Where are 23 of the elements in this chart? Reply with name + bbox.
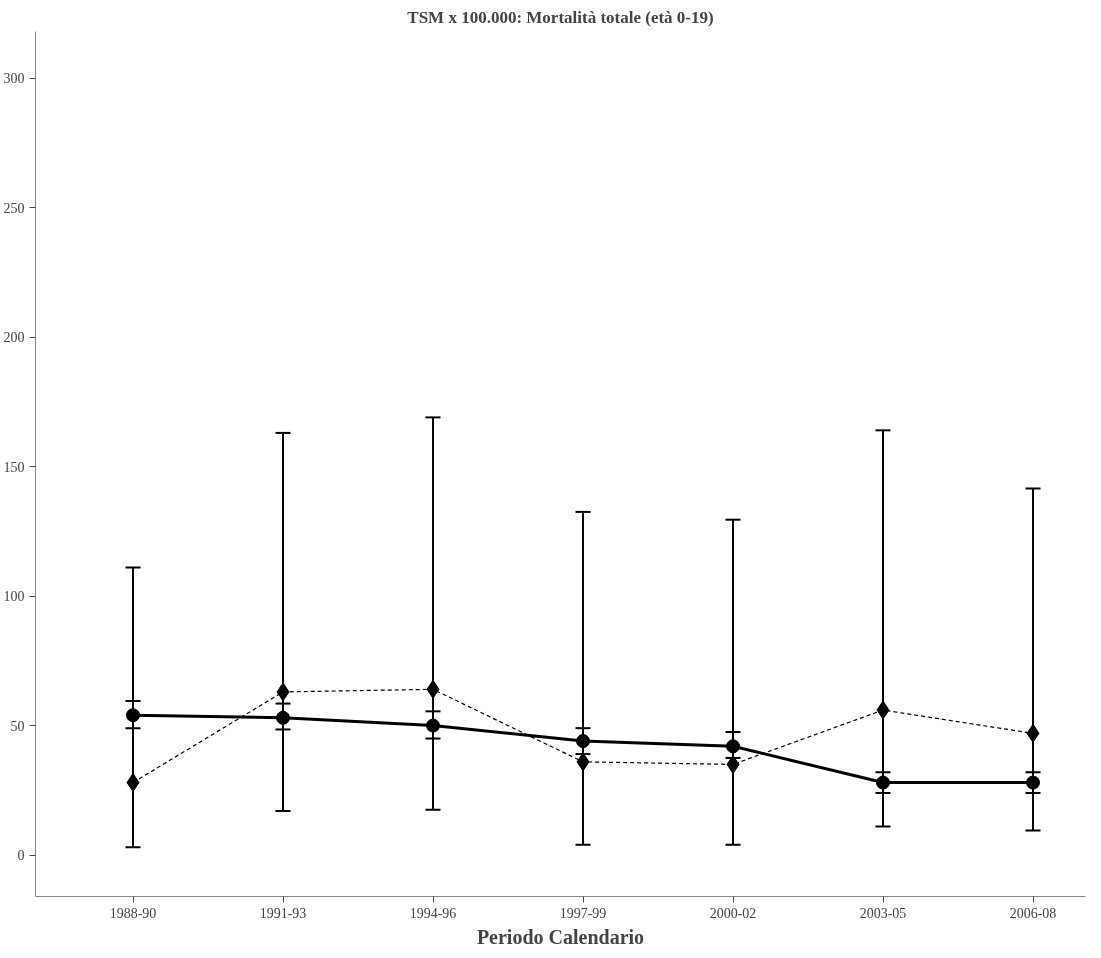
y-tick-label: 100 <box>3 589 25 605</box>
x-tick-label: 2003-05 <box>859 905 907 921</box>
point <box>276 682 290 702</box>
x-tick-label: 1988-90 <box>109 905 157 921</box>
x-tick-label: 1994-96 <box>409 905 457 921</box>
x-tick-label: 2006-08 <box>1009 905 1057 921</box>
y-tick-label: 150 <box>3 459 25 475</box>
y-tick-label: 300 <box>3 71 25 87</box>
point <box>876 700 890 720</box>
y-tick-label: 250 <box>3 200 25 216</box>
point <box>126 773 140 793</box>
y-tick-label: 50 <box>10 718 25 734</box>
x-axis-title: Periodo Calendario <box>476 925 645 948</box>
point <box>426 679 440 699</box>
x-tick-label: 1991-93 <box>259 905 307 921</box>
x-tick-label: 2000-02 <box>709 905 757 921</box>
point <box>1026 723 1040 743</box>
chart-title: TSM x 100.000: Mortalità totale (età 0-19) <box>407 7 714 27</box>
x-tick-label: 1997-99 <box>559 905 607 921</box>
point <box>576 752 590 772</box>
point <box>726 754 740 774</box>
y-tick-label: 0 <box>17 848 25 864</box>
y-tick-label: 200 <box>3 330 25 346</box>
